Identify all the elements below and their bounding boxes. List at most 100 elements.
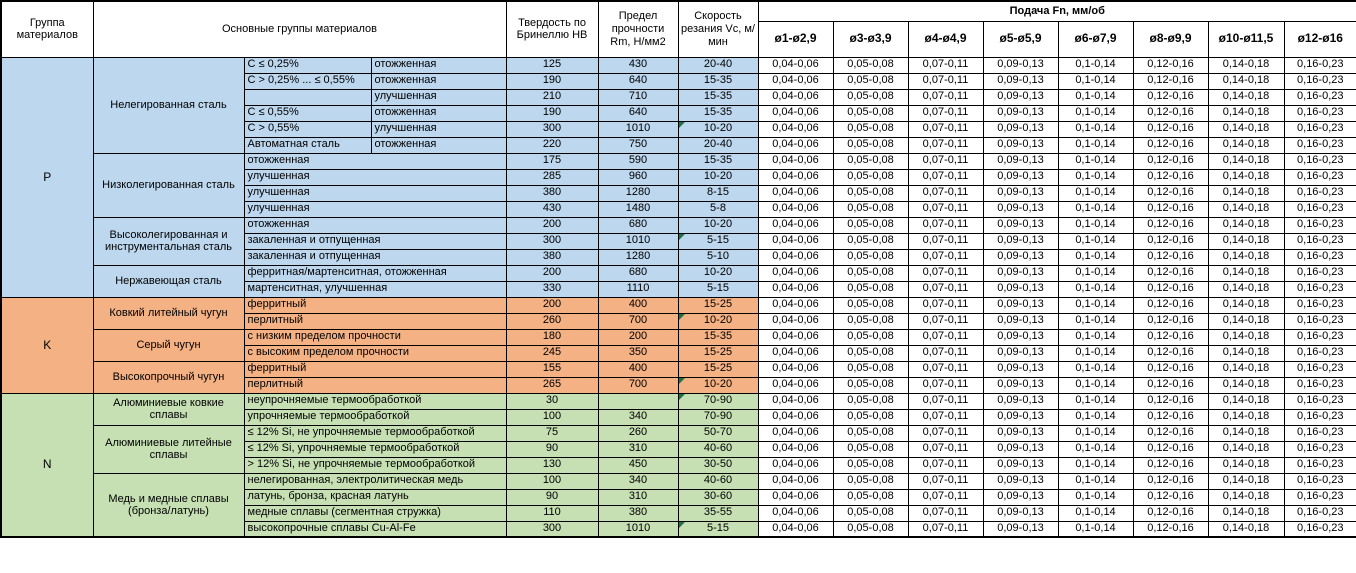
cutting-speed-cell: 10-20 [677,264,759,282]
feed-cell: 0,12-0,16 [1132,168,1209,186]
feed-cell: 0,12-0,16 [1132,344,1209,362]
strength-cell: 310 [597,440,679,458]
material-state-cell: улучшенная [370,88,507,106]
feed-cell: 0,04-0,06 [757,392,834,410]
feed-cell: 0,1-0,14 [1057,168,1134,186]
feed-cell: 0,16-0,23 [1283,344,1356,362]
feed-cell: 0,14-0,18 [1207,232,1285,250]
feed-cell: 0,05-0,08 [832,232,909,250]
feed-cell: 0,16-0,23 [1283,184,1356,202]
feed-cell: 0,05-0,08 [832,72,909,90]
feed-cell: 0,16-0,23 [1283,296,1356,314]
feed-cell: 0,09-0,13 [982,216,1059,234]
strength-cell: 700 [597,376,679,394]
feed-cell: 0,07-0,11 [907,168,984,186]
table-row: упрочняемые термообработкой 100 340 70-90 0,… [1,408,1356,426]
feed-cell: 0,09-0,13 [982,184,1059,202]
hardness-cell: 130 [505,456,599,474]
feed-cell: 0,07-0,11 [907,296,984,314]
material-desc-cell: C > 0,25% ... ≤ 0,55% [243,72,372,90]
cutting-speed-cell: 15-25 [677,296,759,314]
feed-cell: 0,04-0,06 [757,104,834,122]
feed-cell: 0,14-0,18 [1207,200,1285,218]
strength-cell: 640 [597,72,679,90]
material-desc-cell: ≤ 12% Si, упрочняемые термообработкой [243,440,507,458]
feed-cell: 0,16-0,23 [1283,424,1356,442]
feed-cell: 0,12-0,16 [1132,520,1209,538]
feed-cell: 0,04-0,06 [757,88,834,106]
material-desc-cell: отожженная [243,216,507,234]
hardness-cell: 180 [505,328,599,346]
feed-cell: 0,09-0,13 [982,248,1059,266]
hardness-cell: 175 [505,152,599,170]
strength-cell: 640 [597,104,679,122]
subgroup-name-cell: Нелегированная сталь [92,56,245,154]
feed-cell: 0,12-0,16 [1132,504,1209,522]
header-hardness: Твердость по Бринеллю HB [505,0,599,58]
feed-cell: 0,04-0,06 [757,200,834,218]
feed-cell: 0,1-0,14 [1057,104,1134,122]
feed-cell: 0,04-0,06 [757,264,834,282]
feed-cell: 0,09-0,13 [982,296,1059,314]
table-row: Нержавеющая сталь ферритная/мартенситная,… [1,264,1356,298]
feed-cell: 0,05-0,08 [832,280,909,298]
feed-cell: 0,09-0,13 [982,456,1059,474]
feed-cell: 0,07-0,11 [907,424,984,442]
feed-cell: 0,07-0,11 [907,152,984,170]
feed-cell: 0,05-0,08 [832,408,909,426]
feed-cell: 0,09-0,13 [982,168,1059,186]
feed-cell: 0,05-0,08 [832,456,909,474]
feed-cell: 0,16-0,23 [1283,152,1356,170]
cutting-speed-cell: 15-35 [677,152,759,170]
hardness-cell: 265 [505,376,599,394]
header-diameter-8: ø12-ø16 [1283,20,1356,58]
cutting-speed-cell: 5-15 [677,280,759,298]
header-feed: Подача Fn, мм/об [757,0,1356,22]
header-row-2: ø1-ø2,9 ø3-ø3,9 ø4-ø4,9 ø5-ø5,9 ø6-ø7,9 … [1,20,1356,58]
feed-cell: 0,14-0,18 [1207,344,1285,362]
cutting-speed-cell: 15-25 [677,344,759,362]
cutting-speed-cell: 15-35 [677,88,759,106]
table-row: закаленная и отпущенная 300 1010 5-15 0,04-0… [1,232,1356,250]
feed-cell: 0,04-0,06 [757,504,834,522]
strength-cell: 450 [597,456,679,474]
feed-cell: 0,07-0,11 [907,248,984,266]
feed-cell: 0,1-0,14 [1057,424,1134,442]
feed-cell: 0,05-0,08 [832,88,909,106]
cutting-speed-cell: 10-20 [677,120,759,138]
table-row: перлитный 265 700 10-20 0,04-0,06 0,05-0,08 0,… [1,376,1356,394]
cutting-speed-cell: 15-35 [677,104,759,122]
cutting-speed-cell: 70-90 [677,408,759,426]
table-row: Серый чугун с низким пределом прочности 18… [1,328,1356,362]
feed-cell: 0,14-0,18 [1207,152,1285,170]
material-desc-cell: перлитный [243,376,507,394]
subgroup-name-cell: Серый чугун [92,328,245,362]
material-desc-cell: нелегированная, электролитическая медь [243,472,507,490]
material-desc-cell: неупрочняемые термообработкой [243,392,507,410]
hardness-cell: 110 [505,504,599,522]
header-main-groups: Основные группы материалов [92,0,507,58]
hardness-cell: 380 [505,184,599,202]
feed-cell: 0,09-0,13 [982,56,1059,74]
cutting-speed-cell: 35-55 [677,504,759,522]
feed-cell: 0,05-0,08 [832,392,909,410]
feed-cell: 0,04-0,06 [757,424,834,442]
feed-cell: 0,04-0,06 [757,280,834,298]
feed-cell: 0,07-0,11 [907,344,984,362]
subgroup-name-cell: Алюминиевые литейные сплавы [92,424,245,474]
feed-cell: 0,07-0,11 [907,504,984,522]
hardness-cell: 200 [505,264,599,282]
feed-cell: 0,12-0,16 [1132,200,1209,218]
material-desc-cell: высокопрочные сплавы Cu-Al-Fe [243,520,507,538]
feed-cell: 0,12-0,16 [1132,280,1209,298]
feed-cell: 0,1-0,14 [1057,120,1134,138]
feed-cell: 0,16-0,23 [1283,88,1356,106]
feed-cell: 0,12-0,16 [1132,328,1209,346]
subgroup-name-cell: Высокопрочный чугун [92,360,245,394]
table-row: Автоматная сталь отожженная 220 750 20-40 0,0… [1,136,1356,154]
table-header: Группа материалов Основные группы матери… [0,0,1356,58]
feed-cell: 0,12-0,16 [1132,104,1209,122]
feed-cell: 0,05-0,08 [832,520,909,538]
cutting-speed-cell: 10-20 [677,216,759,234]
feed-cell: 0,07-0,11 [907,488,984,506]
